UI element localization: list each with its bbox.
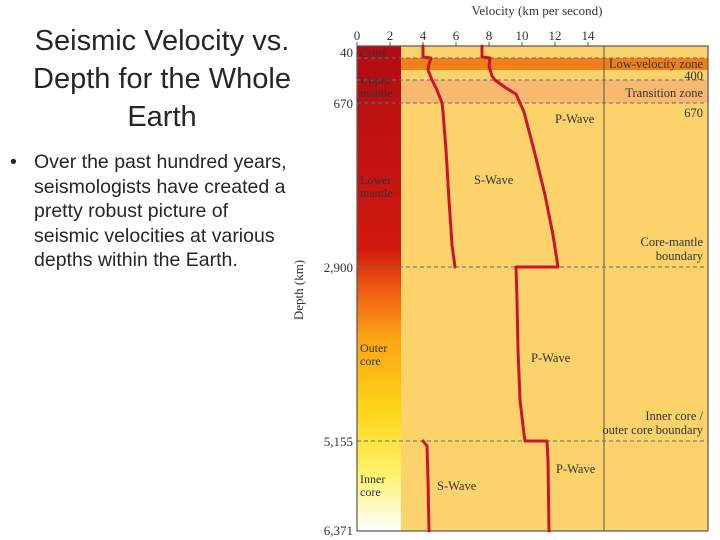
curve-label-p-wave-mantle: P-Wave <box>555 112 595 126</box>
zone-label-low-velocity: Low-velocity zone <box>609 57 704 71</box>
x-tick-label: 10 <box>516 28 529 43</box>
depth-label-2900: 2,900 <box>324 260 353 275</box>
zone-label-400: 400 <box>684 69 703 83</box>
label-line: mantle <box>360 186 393 200</box>
curve-label-p-wave-outer-core: P-Wave <box>531 351 571 365</box>
velocity-curves <box>421 44 560 533</box>
curve-label-s-wave-mantle: S-Wave <box>474 173 514 187</box>
x-axis-title: Velocity (km per second) <box>471 3 602 18</box>
zone-label-670: 670 <box>684 106 703 120</box>
x-axis: 0 2 4 6 8 10 12 14 Velocity (km per seco… <box>354 3 603 46</box>
depth-label-6371: 6,371 <box>324 523 353 538</box>
label-line: outer core boundary <box>602 423 703 437</box>
label-line: Inner core / <box>645 409 703 423</box>
s-wave-mantle-curve <box>421 44 457 269</box>
transition-band <box>400 80 708 103</box>
layer-labels: Crust Upper mantle Lower mantle Outer core … <box>360 46 393 499</box>
layer-label-crust: Crust <box>360 46 387 60</box>
y-axis-title: Depth (km) <box>291 260 306 320</box>
zone-label-transition: Transition zone <box>625 86 703 100</box>
figure-background <box>357 46 708 531</box>
layer-label-inner-core: Inner core <box>360 472 385 499</box>
layer-label-outer-core: Outer core <box>360 341 387 368</box>
x-tick-label: 12 <box>549 28 562 43</box>
depth-label-670: 670 <box>334 96 354 111</box>
label-line: Inner <box>360 472 385 486</box>
x-tick-label: 14 <box>582 28 596 43</box>
curve-label-p-wave-inner-core: P-Wave <box>556 462 596 476</box>
s-wave-inner-core-curve <box>421 439 431 533</box>
zone-label-core-mantle: Core-mantle boundary <box>641 235 704 263</box>
x-tick-label: 0 <box>354 28 361 43</box>
curve-labels: P-Wave S-Wave P-Wave P-Wave S-Wave <box>437 112 596 493</box>
zone-labels: Low-velocity zone 400 Transition zone 67… <box>602 57 703 437</box>
x-tick-label: 8 <box>486 28 493 43</box>
label-line: Lower <box>360 173 391 187</box>
label-line: Upper <box>360 73 390 87</box>
bullet-text: Over the past hundred years, seismologis… <box>34 151 287 271</box>
figure-border <box>356 45 709 532</box>
low-velocity-band <box>400 58 708 70</box>
bullet-item: • Over the past hundred years, seismologi… <box>8 150 288 273</box>
label-line: Outer <box>360 341 387 355</box>
x-tick-label: 6 <box>453 28 460 43</box>
label-line: core <box>360 354 381 368</box>
bullet-dot: • <box>10 151 17 173</box>
bullet-list: • Over the past hundred years, seismologi… <box>8 150 288 273</box>
y-axis: Depth (km) 40 670 2,900 5,155 6,371 <box>291 45 353 538</box>
slide-title: Seismic Velocity vs. Depth for the Whole… <box>33 25 291 133</box>
label-line: Core-mantle <box>641 235 704 249</box>
depth-label-40: 40 <box>340 45 353 60</box>
x-tick-label: 2 <box>387 28 394 43</box>
layer-label-upper-mantle: Upper mantle <box>360 73 393 100</box>
depth-label-5155: 5,155 <box>324 434 353 449</box>
label-line: boundary <box>656 249 704 263</box>
p-wave-curve <box>480 44 560 533</box>
label-line: core <box>360 485 381 499</box>
layer-label-lower-mantle: Lower mantle <box>360 173 393 200</box>
x-tick-label: 4 <box>420 28 427 43</box>
zone-label-inner-outer-core: Inner core / outer core boundary <box>602 409 703 437</box>
curve-label-s-wave-inner-core: S-Wave <box>437 479 477 493</box>
label-line: mantle <box>360 86 393 100</box>
depth-gradient-strip <box>357 46 401 531</box>
